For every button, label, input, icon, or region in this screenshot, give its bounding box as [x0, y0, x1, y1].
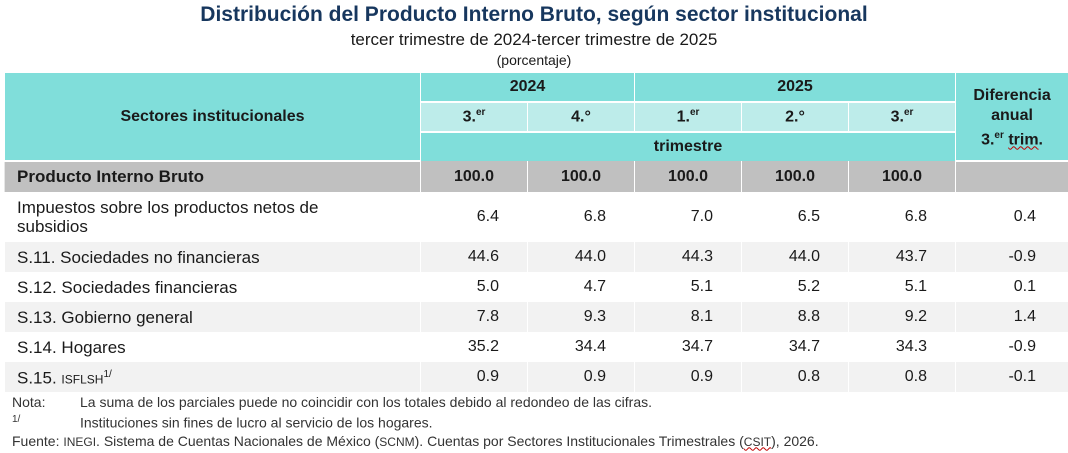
cell-value: 5.2: [741, 272, 849, 302]
cell-value: 9.2: [847, 302, 957, 332]
cell-diff: -0.9: [955, 332, 1068, 362]
header-quarter: 3.er: [420, 102, 528, 133]
diff-q-num: 3.: [981, 131, 995, 149]
cell-diff: 0.1: [955, 272, 1068, 302]
cell-value: 7.8: [420, 302, 528, 332]
cell-diff: 0.4: [955, 192, 1068, 242]
cell-value: 0.9: [420, 362, 528, 392]
table-row: Impuestos sobre los productos netos de s…: [4, 192, 1068, 242]
cell-value: 44.6: [420, 242, 528, 272]
table-subtitle: tercer trimestre de 2024-tercer trimestr…: [350, 30, 718, 49]
note-label: Nota:: [12, 394, 46, 410]
row-label: Impuestos sobre los productos netos de s…: [4, 192, 421, 242]
cell-value: 34.7: [634, 332, 742, 362]
header-quarter: 1.er: [634, 102, 742, 133]
cell-value: 6.4: [420, 192, 528, 242]
header-quarter: 4.°: [527, 102, 635, 133]
cell-value: 44.3: [634, 242, 742, 272]
row-label: S.12. Sociedades financieras: [4, 272, 421, 302]
table-row: S.12. Sociedades financieras 5.0 4.7 5.1…: [4, 272, 1068, 302]
table-row: S.14. Hogares 35.2 34.4 34.7 34.7 34.3 -…: [4, 332, 1068, 362]
cell-value: 34.7: [741, 332, 849, 362]
row-label: S.14. Hogares: [4, 332, 421, 362]
cell-value: 5.0: [420, 272, 528, 302]
row-label: S.15. ISFLSH1/: [4, 362, 421, 392]
cell-value: 6.8: [847, 192, 957, 242]
row-label: Producto Interno Bruto: [4, 161, 421, 192]
header-diferencia-line1: Diferencia: [973, 87, 1051, 105]
header-year-2025: 2025: [633, 73, 957, 103]
table-row: S.11. Sociedades no financieras 44.6 44.…: [4, 242, 1068, 272]
cell-value: 0.8: [847, 362, 957, 392]
header-sectores: Sectores institucionales: [4, 73, 421, 162]
header-trimestre: trimestre: [419, 132, 957, 161]
cell-value: 0.8: [741, 362, 849, 392]
cell-value: 0.9: [634, 362, 742, 392]
cell-value: 8.8: [741, 302, 849, 332]
cell-value: 4.7: [527, 272, 635, 302]
cell-value: 8.1: [634, 302, 742, 332]
table-notes: Nota: La suma de los parciales puede no c…: [12, 393, 819, 451]
cell-value: 5.1: [634, 272, 742, 302]
note-text: La suma de los parciales puede no coinci…: [80, 394, 653, 410]
pib-table: Sectores institucionales 2024 2025 Difer…: [4, 73, 1068, 392]
row-label: S.11. Sociedades no financieras: [4, 242, 421, 272]
cell-value: 35.2: [420, 332, 528, 362]
table-title: Distribución del Producto Interno Bruto,…: [200, 3, 868, 26]
cell-value: 43.7: [847, 242, 957, 272]
cell-diff: -0.9: [955, 242, 1068, 272]
header-year-2024: 2024: [420, 73, 635, 103]
diff-q-sup: er: [994, 130, 1004, 142]
table-unit: (porcentaje): [496, 52, 572, 68]
header-diferencia: Diferencia anual 3.er trim.: [955, 73, 1068, 162]
cell-value: 34.3: [847, 332, 957, 362]
table-row-pib: Producto Interno Bruto 100.0 100.0 100.0…: [4, 161, 1068, 192]
cell-value: 100.0: [634, 161, 742, 192]
source-inegi: INEGI: [63, 434, 97, 449]
footnote-text: Instituciones sin fines de lucro al serv…: [80, 414, 433, 431]
cell-value: 7.0: [634, 192, 742, 242]
table-row: S.15. ISFLSH1/ 0.9 0.9 0.9 0.8 0.8 -0.1: [4, 362, 1068, 392]
source-line: Fuente: INEGI. Sistema de Cuentas Nacion…: [12, 432, 819, 449]
header-diferencia-line2: anual: [991, 107, 1033, 125]
diff-trim-word: trim: [1008, 131, 1039, 149]
diff-trim-end: .: [1038, 131, 1043, 149]
cell-value: 100.0: [420, 161, 528, 192]
footnote-line: 1/Instituciones sin fines de lucro al se…: [12, 411, 819, 432]
cell-value: 100.0: [527, 161, 635, 192]
note-line: Nota: La suma de los parciales puede no c…: [12, 393, 819, 411]
footnote-label: 1/: [12, 414, 21, 425]
source-label: Fuente:: [12, 432, 60, 449]
cell-value: 34.4: [527, 332, 635, 362]
table-row: S.13. Gobierno general 7.8 9.3 8.1 8.8 9…: [4, 302, 1068, 332]
cell-value: 5.1: [847, 272, 957, 302]
header-diferencia-line3: 3.er trim.: [956, 126, 1068, 150]
cell-value: 6.8: [527, 192, 635, 242]
cell-value: 100.0: [847, 161, 957, 192]
cell-value: 6.5: [741, 192, 849, 242]
cell-value: 44.0: [527, 242, 635, 272]
cell-value: 0.9: [527, 362, 635, 392]
cell-diff: -0.1: [955, 362, 1068, 392]
cell-value: 44.0: [741, 242, 849, 272]
cell-diff: 1.4: [955, 302, 1068, 332]
cell-diff: [955, 161, 1068, 192]
cell-value: 9.3: [527, 302, 635, 332]
header-quarter: 3.er: [847, 102, 957, 133]
header-quarter: 2.°: [741, 102, 849, 133]
row-label: S.13. Gobierno general: [4, 302, 421, 332]
cell-value: 100.0: [741, 161, 849, 192]
